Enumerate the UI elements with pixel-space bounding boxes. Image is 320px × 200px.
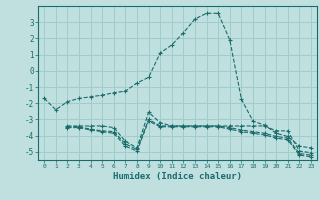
X-axis label: Humidex (Indice chaleur): Humidex (Indice chaleur) bbox=[113, 172, 242, 181]
